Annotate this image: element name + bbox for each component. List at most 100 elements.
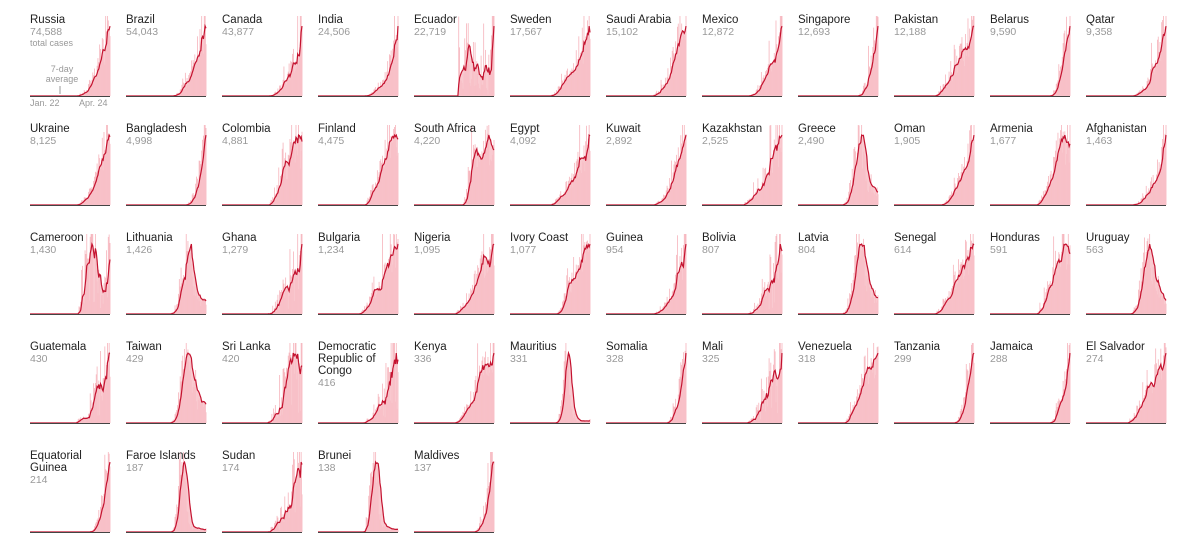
country-chart: Afghanistan 1,463 (1086, 123, 1168, 231)
country-name: Nigeria (414, 232, 451, 244)
country-total-cases: 214 (30, 474, 48, 486)
country-label: Taiwan 429 (126, 341, 208, 365)
average-area (222, 135, 302, 205)
country-name: Ivory Coast (510, 232, 569, 244)
sparkline-svg (606, 343, 687, 424)
country-total-cases: 331 (510, 353, 528, 365)
country-name: Saudi Arabia (606, 14, 672, 26)
country-chart: Kuwait 2,892 (606, 123, 688, 231)
average-area (798, 135, 878, 205)
country-name: Canada (222, 14, 263, 26)
country-name: Somalia (606, 341, 648, 353)
country-label: Belarus 9,590 (990, 14, 1072, 38)
country-label: Qatar 9,358 (1086, 14, 1168, 38)
sparkline-svg (510, 234, 591, 315)
country-label: Ivory Coast 1,077 (510, 232, 592, 256)
average-area (222, 462, 302, 532)
country-label: Tanzania 299 (894, 341, 976, 365)
sparkline-svg (990, 125, 1071, 206)
average-area (1086, 26, 1166, 96)
country-chart: Tanzania 299 (894, 341, 976, 449)
country-total-cases: 12,693 (798, 26, 831, 38)
country-total-cases: 4,881 (222, 135, 249, 147)
country-chart: Senegal 614 (894, 232, 976, 340)
country-total-cases: 807 (702, 244, 720, 256)
country-label: Venezuela 318 (798, 341, 880, 365)
country-label: Lithuania 1,426 (126, 232, 208, 256)
average-area (798, 26, 878, 96)
country-chart: Equatorial Guinea 214 (30, 450, 112, 558)
country-label: Honduras 591 (990, 232, 1072, 256)
country-name: Colombia (222, 123, 271, 135)
country-chart: Sri Lanka 420 (222, 341, 304, 449)
country-total-cases: 1,279 (222, 244, 249, 256)
country-chart: Uruguay 563 (1086, 232, 1168, 340)
sparkline-svg (798, 125, 879, 206)
country-label: Brazil 54,043 (126, 14, 208, 38)
sparkline-svg (990, 16, 1071, 97)
sparkline-svg (222, 234, 303, 315)
country-name: Ecuador (414, 14, 457, 26)
country-label: Kuwait 2,892 (606, 123, 688, 147)
country-name: Finland (318, 123, 356, 135)
country-total-cases: 1,463 (1086, 135, 1113, 147)
country-chart: Ukraine 8,125 (30, 123, 112, 231)
sparkline-svg (414, 452, 495, 533)
country-label: Singapore 12,693 (798, 14, 880, 38)
sparkline-svg (126, 125, 207, 206)
country-chart: Saudi Arabia 15,102 (606, 14, 688, 122)
sparkline-svg (318, 16, 399, 97)
country-label: Guatemala 430 (30, 341, 112, 365)
average-area (510, 244, 590, 314)
country-name: El Salvador (1086, 341, 1145, 353)
average-area (126, 353, 206, 423)
country-label: Mali 325 (702, 341, 784, 365)
sparkline-svg (1086, 343, 1167, 424)
country-total-cases: 1,677 (990, 135, 1017, 147)
country-total-cases: 187 (126, 462, 144, 474)
country-total-cases: 325 (702, 353, 720, 365)
average-area (1086, 244, 1166, 314)
country-chart: Jamaica 288 (990, 341, 1072, 449)
sparkline-svg (318, 234, 399, 315)
country-name: Senegal (894, 232, 937, 244)
average-area (126, 26, 206, 96)
total-cases-label: total cases (30, 38, 74, 48)
sparkline-svg (510, 125, 591, 206)
country-name: Brazil (126, 14, 155, 26)
country-total-cases: 4,475 (318, 135, 345, 147)
average-area (318, 244, 398, 314)
average-area (126, 462, 206, 532)
country-name: Guinea (606, 232, 644, 244)
average-area (894, 26, 974, 96)
sparkline-svg (702, 16, 783, 97)
country-chart: Taiwan 429 (126, 341, 208, 449)
country-chart: Cameroon 1,430 (30, 232, 112, 340)
average-area (798, 244, 878, 314)
country-name: Uruguay (1086, 232, 1130, 244)
country-total-cases: 2,525 (702, 135, 729, 147)
country-total-cases: 9,590 (990, 26, 1017, 38)
country-chart: Singapore 12,693 (798, 14, 880, 122)
average-area (510, 135, 590, 205)
country-total-cases: 954 (606, 244, 624, 256)
country-chart: Kazakhstan 2,525 (702, 123, 784, 231)
country-label: Sweden 17,567 (510, 14, 592, 38)
average-area (414, 462, 494, 532)
sparkline-svg (510, 343, 591, 424)
sparkline-svg (414, 343, 495, 424)
country-chart: Bangladesh 4,998 (126, 123, 208, 231)
country-name: Taiwan (126, 341, 162, 353)
country-chart: Democratic Republic of Congo 416 (318, 341, 400, 449)
country-label: South Africa 4,220 (414, 123, 496, 147)
country-chart: Venezuela 318 (798, 341, 880, 449)
average-area (510, 26, 590, 96)
country-name: Bangladesh (126, 123, 187, 135)
country-label: Democratic Republic of Congo 416 (318, 341, 400, 389)
average-area (30, 353, 110, 423)
country-chart: Latvia 804 (798, 232, 880, 340)
sparkline-svg (798, 16, 879, 97)
sparkline-svg (30, 234, 111, 315)
country-chart: Kenya 336 (414, 341, 496, 449)
country-label: Latvia 804 (798, 232, 880, 256)
